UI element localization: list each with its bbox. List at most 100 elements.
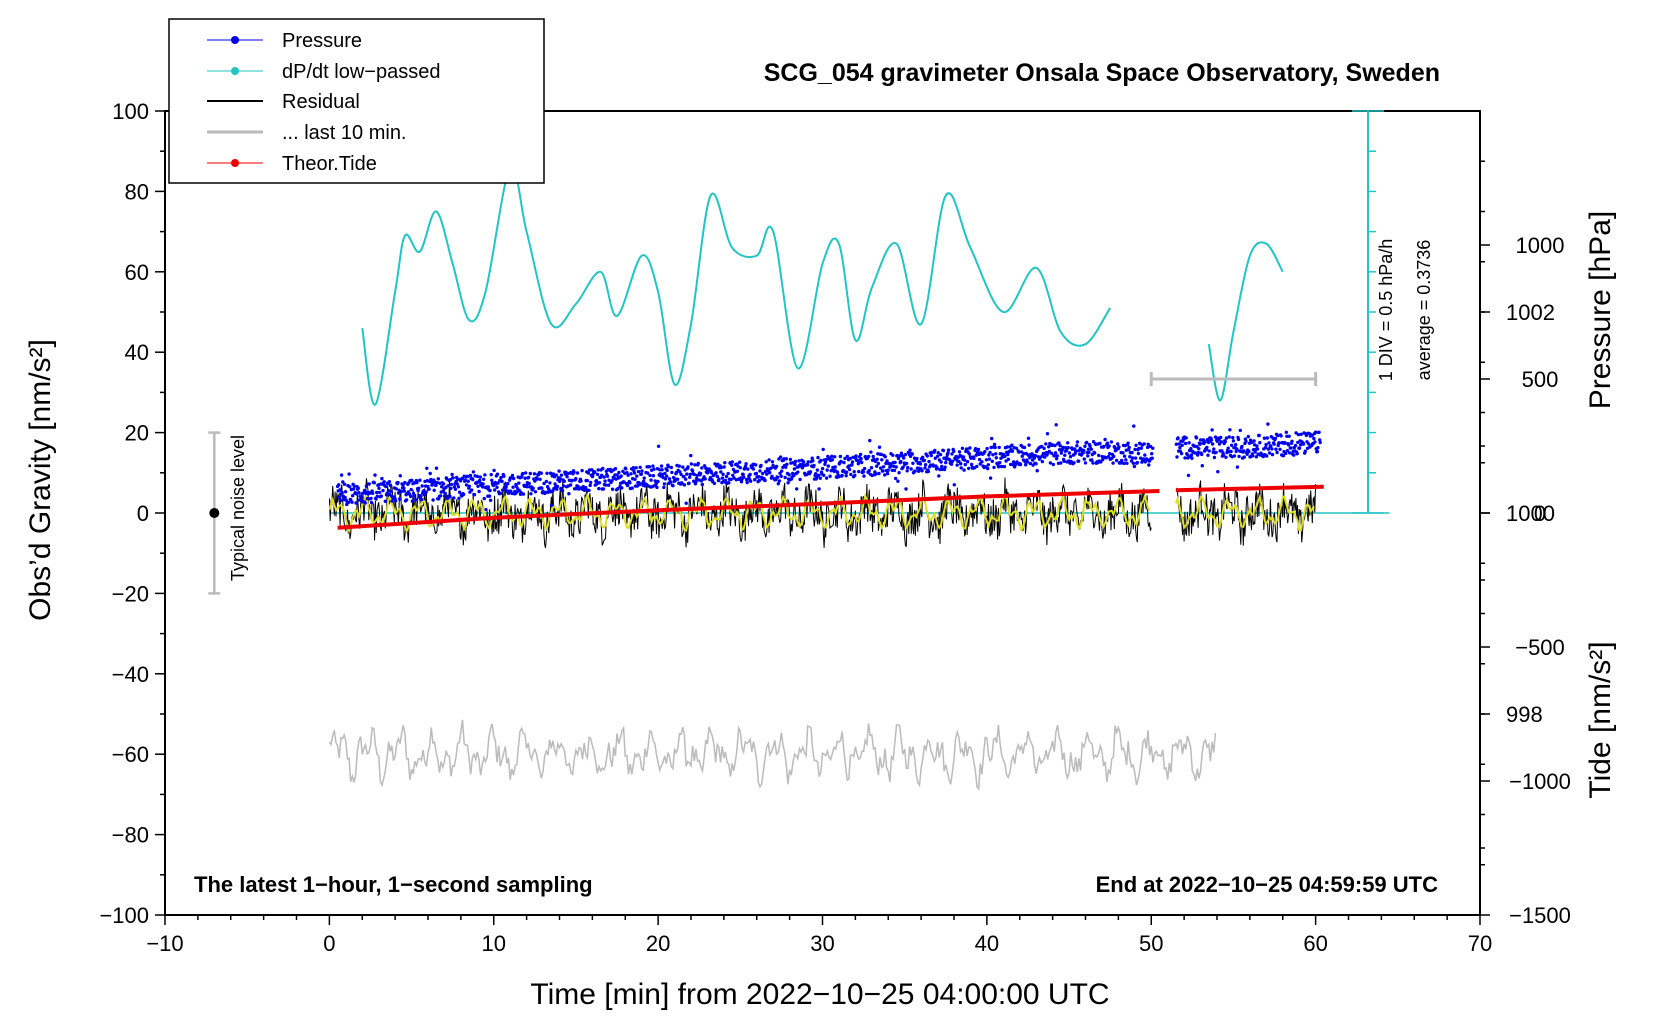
pressure-dot: [677, 464, 681, 468]
pressure-dot: [593, 470, 597, 474]
pressure-dot: [1075, 444, 1079, 448]
pressure-dot: [1066, 441, 1070, 445]
pressure-dot: [1316, 446, 1320, 450]
pressure-dot: [1258, 441, 1262, 445]
pressure-dot: [457, 496, 461, 500]
pressure-dot: [1234, 443, 1238, 447]
pressure-dot: [410, 499, 415, 503]
legend-marker-tide: [231, 159, 239, 167]
pressure-dot: [1147, 463, 1151, 467]
x-tick-label: 50: [1139, 931, 1163, 956]
pressure-dot: [784, 465, 788, 469]
pressure-dot: [496, 481, 500, 485]
y-tick-label: −40: [112, 662, 149, 687]
x-tick-label: 60: [1303, 931, 1327, 956]
pressure-dot: [822, 473, 826, 477]
pressure-dot: [1141, 457, 1146, 461]
pressure-dot: [816, 455, 820, 460]
pressure-dot: [714, 471, 718, 475]
pressure-dot: [1310, 433, 1314, 438]
pressure-dot: [967, 466, 971, 471]
pressure-dot: [746, 467, 750, 471]
pressure-dot: [877, 471, 881, 476]
pressure-dot: [1145, 457, 1149, 461]
pressure-dot: [1266, 447, 1271, 451]
pressure-dot: [749, 479, 753, 483]
pressure-dot: [845, 454, 849, 459]
pressure-dot: [379, 494, 383, 498]
pressure-dot: [398, 497, 402, 501]
pressure-dot: [1175, 455, 1179, 459]
pressure-dot: [879, 466, 883, 470]
pressure-dot: [1235, 465, 1240, 469]
pressure-dot: [1042, 446, 1046, 451]
pressure-dot: [404, 498, 409, 502]
pressure-dot: [606, 483, 611, 487]
pressure-dot: [435, 480, 439, 485]
pressure-dot: [646, 471, 650, 475]
pressure-dot: [558, 479, 562, 484]
pressure-dot: [615, 473, 619, 477]
pressure-dot: [738, 466, 742, 470]
tide-tick-label: −1500: [1509, 903, 1571, 928]
pressure-dot: [1132, 424, 1136, 428]
pressure-dot: [1221, 453, 1226, 457]
pressure-dot: [698, 471, 703, 476]
pressure-dot: [441, 489, 445, 494]
pressure-dot: [1224, 455, 1228, 459]
pressure-dot: [613, 467, 618, 471]
pressure-dot: [936, 451, 940, 455]
legend-item-last10: ... last 10 min.: [207, 122, 407, 144]
pressure-dot: [359, 495, 363, 499]
pressure-dot: [785, 462, 789, 466]
residual-smoothed-trace: [328, 492, 1315, 535]
pressure-dot: [521, 471, 525, 476]
pressure-dot: [1255, 444, 1259, 448]
pressure-dot: [377, 486, 381, 490]
pressure-dot: [459, 479, 463, 483]
pressure-dot: [482, 496, 486, 501]
pressure-dot: [642, 479, 646, 483]
pressure-dot: [935, 454, 940, 458]
pressure-dot: [624, 467, 628, 471]
pressure-dot: [717, 477, 721, 481]
x-axis-title: Time [min] from 2022−10−25 04:00:00 UTC: [530, 978, 1109, 1011]
pressure-dot: [638, 465, 642, 469]
pressure-dot: [993, 445, 997, 450]
pressure-dot: [427, 487, 431, 491]
pressure-dot: [1286, 443, 1291, 447]
pressure-dot: [985, 446, 989, 451]
pressure-dot: [583, 485, 588, 490]
pressure-dot: [354, 501, 358, 505]
pressure-dot: [1287, 434, 1291, 438]
pressure-dot: [477, 489, 481, 494]
pressure-dot: [559, 473, 564, 477]
sampling-note: The latest 1−hour, 1−second sampling: [194, 872, 593, 897]
pressure-dot: [452, 496, 456, 500]
pressure-dot: [808, 470, 813, 474]
pressure-dot: [1057, 441, 1061, 445]
pressure-dot: [1207, 449, 1211, 453]
pressure-dot: [949, 462, 954, 466]
pressure-dot: [394, 499, 398, 503]
pressure-dot: [943, 465, 947, 469]
pressure-dot: [1295, 452, 1299, 456]
pressure-dot: [696, 461, 700, 466]
pressure-dot: [833, 455, 837, 459]
pressure-dot: [1043, 455, 1047, 459]
pressure-dot: [352, 487, 356, 491]
pressure-dot: [1307, 442, 1311, 446]
pressure-dot: [1200, 452, 1204, 457]
pressure-dot: [527, 481, 531, 486]
y-tick-label: −60: [112, 742, 149, 767]
pressure-dot: [684, 501, 688, 505]
pressure-dot: [1049, 451, 1054, 455]
pressure-dot: [847, 467, 852, 472]
y-tick-label: 40: [125, 340, 149, 365]
pressure-dot: [881, 465, 886, 469]
pressure-dot: [558, 477, 562, 481]
pressure-dot: [1296, 432, 1301, 437]
pressure-dot: [1242, 449, 1246, 453]
pressure-dot: [1108, 452, 1112, 456]
